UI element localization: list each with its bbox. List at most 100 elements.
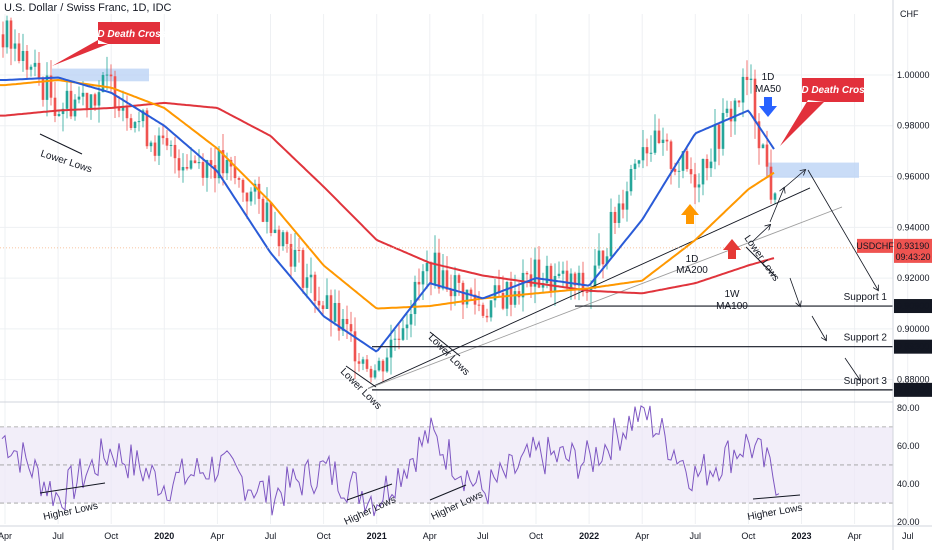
candle-body: [413, 281, 417, 315]
ma200-label-line2: MA200: [676, 265, 708, 276]
candle-body: [109, 74, 113, 77]
candle-body: [225, 159, 229, 174]
rising-channel-line: [367, 206, 843, 389]
candle-body: [741, 76, 745, 103]
candle-body: [133, 122, 137, 128]
candle-body: [197, 162, 201, 164]
candle-body: [701, 158, 705, 185]
candle-body: [457, 275, 461, 283]
candle-body: [393, 338, 397, 340]
candle-body: [753, 78, 757, 122]
candle-body: [389, 339, 393, 358]
candle-body: [265, 202, 269, 222]
projection-arrow: [844, 357, 860, 380]
time-tick-label: Oct: [529, 531, 544, 541]
candle-body: [93, 94, 97, 106]
time-tick-label: Jul: [265, 531, 277, 541]
price-tick-label: 0.94000: [897, 222, 930, 232]
candle-body: [201, 162, 205, 178]
time-tick-label: Oct: [104, 531, 119, 541]
candle-body: [137, 121, 141, 123]
price-tick-label: 0.90000: [897, 324, 930, 334]
support-label-1: Support 1: [844, 292, 888, 303]
candle-body: [385, 357, 389, 372]
candle-body: [357, 361, 361, 364]
candle-body: [25, 50, 29, 70]
candle-body: [269, 202, 273, 233]
candle-body: [57, 114, 61, 116]
candle-body: [89, 94, 93, 109]
candle-body: [745, 76, 749, 81]
candle-body: [381, 360, 385, 372]
candle-body: [729, 108, 733, 122]
symbol-badge-text: USDCHF: [856, 241, 894, 251]
candle-body: [85, 92, 89, 109]
death-cross-label-left: 1D Death Cross: [92, 29, 167, 40]
candle-body: [73, 99, 77, 117]
candle-body: [397, 338, 401, 340]
candle-body: [437, 252, 441, 289]
candle-body: [53, 97, 57, 116]
candle-body: [189, 160, 193, 169]
candle-body: [325, 295, 329, 309]
candle-body: [557, 273, 561, 276]
candle-body: [417, 281, 421, 285]
candle-body: [669, 141, 673, 169]
lower-lows-line: [345, 365, 377, 388]
currency-label: CHF: [900, 9, 919, 19]
candle-body: [769, 166, 773, 200]
candle-body: [489, 300, 493, 318]
ma200-up-arrow: [681, 204, 699, 224]
higher-lows-label-4: Higher Lows: [747, 502, 804, 522]
ma50-daily-line: [0, 76, 775, 353]
candle-body: [617, 203, 621, 223]
support-value-badge-2: [894, 339, 932, 354]
candle-body: [217, 150, 221, 179]
candle-body: [429, 263, 433, 284]
candle-body: [369, 368, 373, 378]
candle-body: [673, 168, 677, 172]
candle-body: [721, 112, 725, 149]
lower-lows-label-3: Lower Lows: [426, 332, 472, 378]
candle-body: [161, 135, 165, 139]
candle-body: [373, 370, 377, 378]
candle-body: [553, 275, 557, 293]
candle-body: [469, 289, 473, 295]
candle-body: [293, 249, 297, 267]
candle-body: [653, 130, 657, 153]
candle-body: [181, 167, 185, 171]
resistance-zone-left: [52, 68, 149, 82]
candle-body: [37, 62, 41, 79]
candle-body: [597, 250, 601, 266]
countdown-text: 09:43:20: [895, 252, 930, 262]
rsi-tick-label: 20.00: [897, 517, 920, 527]
resistance-zone-right: [766, 162, 859, 178]
projection-arrow: [789, 277, 800, 306]
candle-body: [345, 318, 349, 325]
candles: [1, 15, 777, 383]
candle-body: [69, 90, 73, 117]
candle-body: [773, 193, 777, 200]
candle-body: [45, 75, 49, 100]
candle-body: [21, 50, 25, 62]
candle-body: [733, 100, 737, 122]
candle-body: [213, 165, 217, 179]
candle-body: [405, 324, 409, 329]
candle-body: [613, 211, 617, 223]
price-tick-label: 0.96000: [897, 172, 930, 182]
projection-arrow: [769, 188, 784, 223]
candle-body: [625, 191, 629, 210]
support-lines: Support 1 Support 2 Support 3: [0, 247, 893, 391]
candle-body: [169, 144, 173, 146]
candle-body: [581, 272, 585, 292]
candle-body: [573, 273, 577, 286]
price-tick-label: 0.88000: [897, 375, 930, 385]
candle-body: [633, 163, 637, 170]
candle-body: [481, 304, 485, 316]
candle-body: [209, 160, 213, 166]
candle-body: [433, 252, 437, 284]
candle-body: [241, 179, 245, 193]
rsi-tick-label: 80.00: [897, 403, 920, 413]
price-tick-label: 0.92000: [897, 273, 930, 283]
candle-body: [657, 130, 661, 144]
